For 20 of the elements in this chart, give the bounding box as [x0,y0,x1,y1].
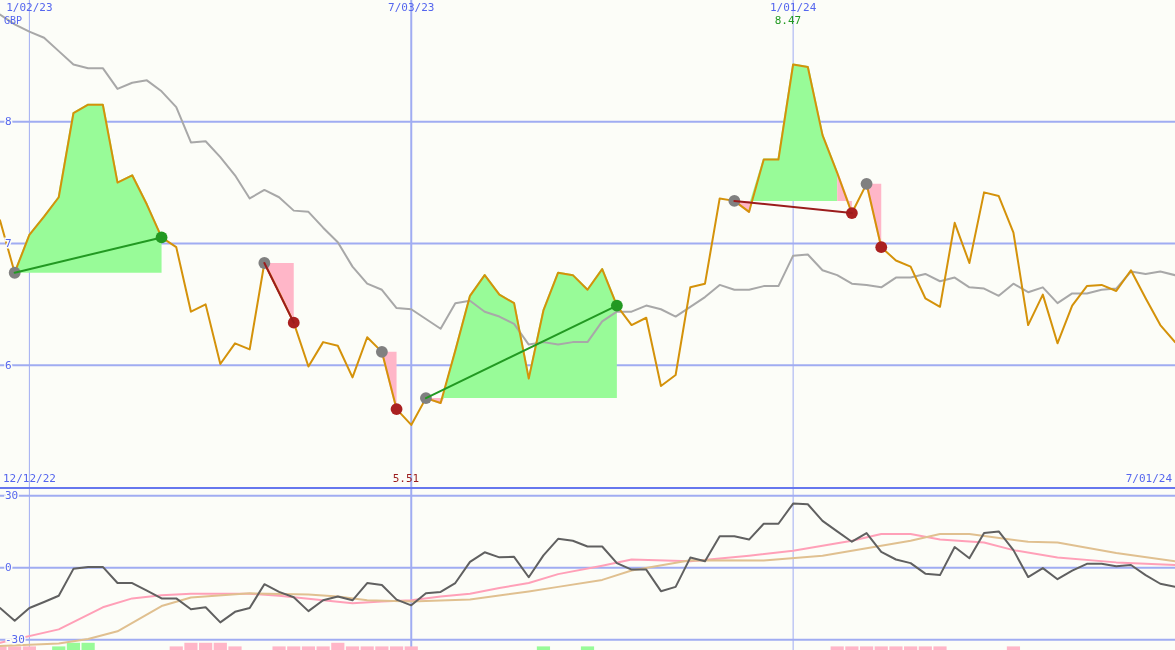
point [875,241,888,254]
x-tick-label: 1/02/23 [6,1,53,14]
x-tick-label: 7/03/23 [388,1,435,14]
point [860,177,873,190]
annotation: 5.51 [392,472,420,485]
y-tick-label: 8 [5,115,12,129]
line-series [0,502,1175,624]
y-tick-label: 0 [5,561,12,575]
annotation: 12/12/22 [3,472,56,485]
line-series [0,63,1175,426]
annotation: 8.47 [774,14,802,27]
y-tick-label: -30 [5,633,25,647]
point [390,403,403,415]
annotation: 7/01/24 [1125,472,1173,485]
y-tick-label: 30 [5,489,19,503]
x-tick-label: 1/01/24 [769,1,817,14]
line-series [0,13,1175,346]
point [375,345,388,358]
y-axis-title: GBP [4,15,23,26]
y-tick-label: 6 [5,358,12,372]
